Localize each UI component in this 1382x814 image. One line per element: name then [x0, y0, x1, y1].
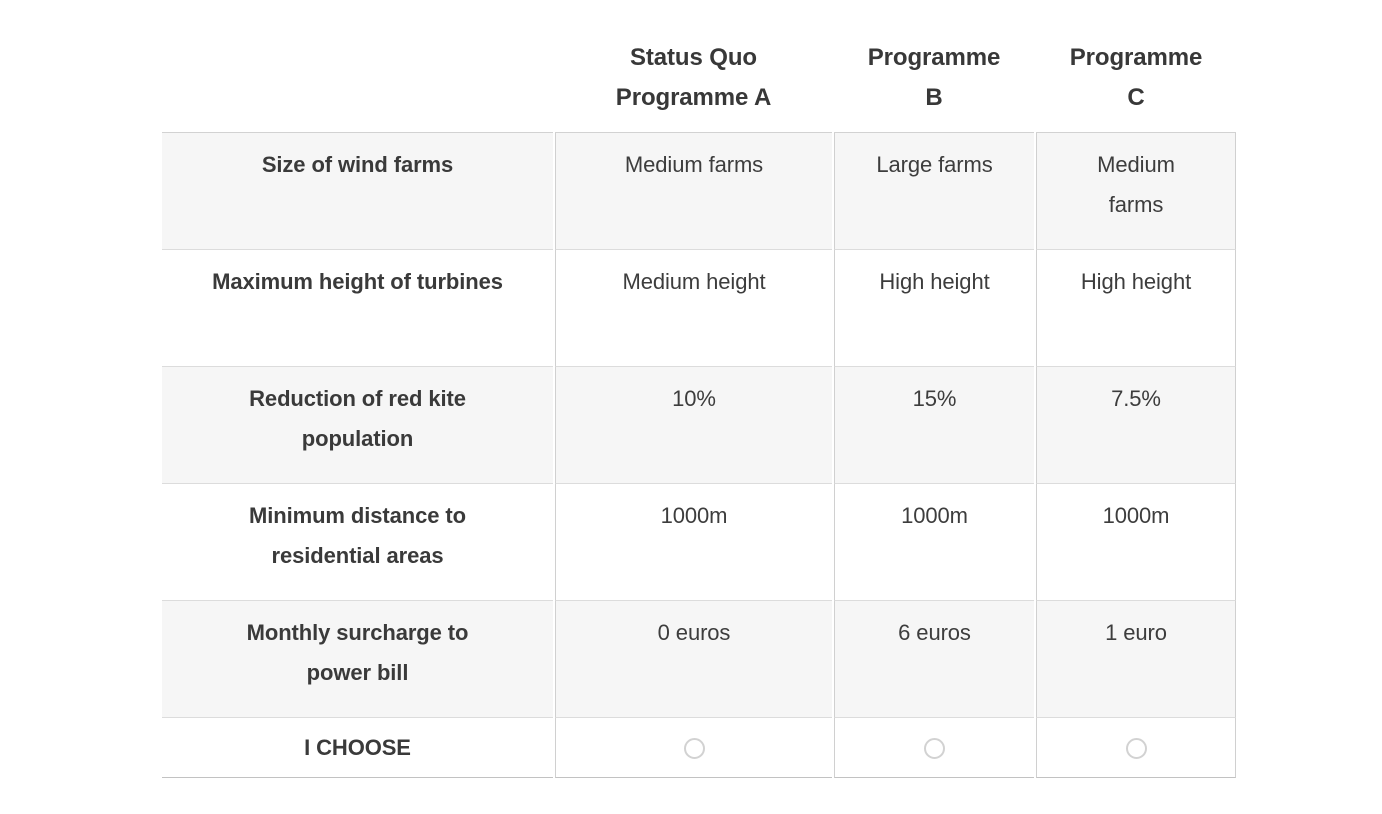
header-programme-b-line1: Programme: [867, 44, 1001, 71]
header-programme-c: Programme C: [1036, 28, 1236, 133]
attribute-value-c: 1000m: [1036, 484, 1236, 601]
radio-programme-b[interactable]: [924, 738, 945, 760]
attribute-value-b: Large farms: [834, 133, 1034, 250]
radio-programme-a[interactable]: [683, 738, 705, 760]
header-programme-c-line1: Programme: [1069, 44, 1203, 71]
attribute-label: Maximum height of turbines: [162, 250, 553, 367]
choose-row-label: I CHOOSE: [162, 718, 553, 778]
choose-cell-programme-c: [1036, 718, 1236, 778]
choose-row: I CHOOSE: [162, 718, 1236, 778]
attribute-value-a: 10%: [555, 367, 832, 484]
header-programme-b-line2: B: [925, 84, 943, 111]
attribute-value-a: 0 euros: [555, 601, 832, 718]
attribute-label: Minimum distance to residential areas: [162, 484, 553, 601]
attribute-value-c: 7.5%: [1036, 367, 1236, 484]
attribute-row-monthly-surcharge: Monthly surcharge to power bill 0 euros …: [162, 601, 1236, 718]
attribute-value-c: High height: [1036, 250, 1236, 367]
attribute-label: Monthly surcharge to power bill: [162, 601, 553, 718]
attribute-label: Reduction of red kite population: [162, 367, 553, 484]
attribute-row-red-kite-reduction: Reduction of red kite population 10% 15%…: [162, 367, 1236, 484]
attribute-value-b: 15%: [834, 367, 1034, 484]
attribute-value-b: High height: [834, 250, 1034, 367]
attribute-label: Size of wind farms: [162, 133, 553, 250]
attribute-row-minimum-distance: Minimum distance to residential areas 10…: [162, 484, 1236, 601]
attribute-value-a: 1000m: [555, 484, 832, 601]
header-programme-c-line2: C: [1127, 84, 1145, 111]
attribute-value-c: 1 euro: [1036, 601, 1236, 718]
attribute-value-a: Medium farms: [555, 133, 832, 250]
choose-cell-programme-b: [834, 718, 1034, 778]
attribute-row-size-of-wind-farms: Size of wind farms Medium farms Large fa…: [162, 133, 1236, 250]
header-programme-a-line2: Programme A: [615, 84, 772, 111]
radio-programme-c[interactable]: [1125, 738, 1147, 760]
attribute-value-a: Medium height: [555, 250, 832, 367]
choice-task-table: Status Quo Programme A Programme B Progr…: [160, 28, 1238, 778]
header-programme-a: Status Quo Programme A: [555, 28, 832, 133]
attribute-value-b: 6 euros: [834, 601, 1034, 718]
attribute-value-c: Medium farms: [1036, 133, 1236, 250]
header-programme-a-line1: Status Quo: [629, 44, 757, 71]
header-programme-b: Programme B: [834, 28, 1034, 133]
attribute-value-b: 1000m: [834, 484, 1034, 601]
header-empty-cell: [162, 28, 553, 133]
attribute-row-maximum-height: Maximum height of turbines Medium height…: [162, 250, 1236, 367]
choose-cell-programme-a: [555, 718, 832, 778]
header-row: Status Quo Programme A Programme B Progr…: [162, 28, 1236, 133]
